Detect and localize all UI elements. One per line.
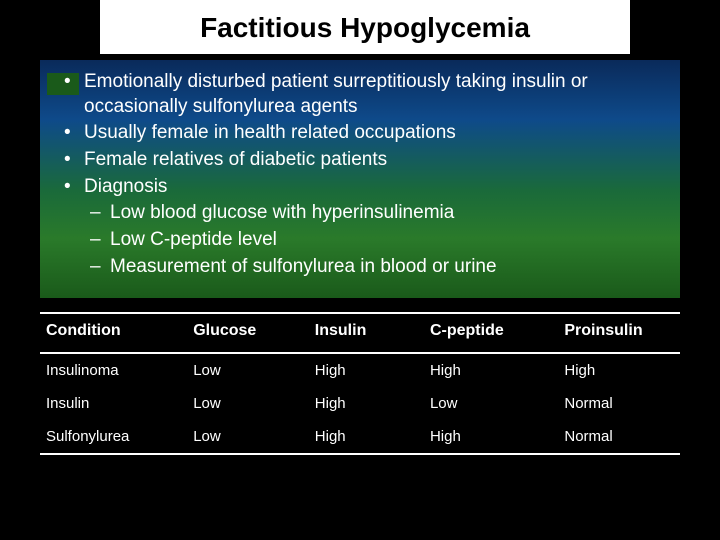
table-cell: High xyxy=(424,353,558,387)
bullet-text: Female relatives of diabetic patients xyxy=(84,149,387,170)
bullet-text: Diagnosis xyxy=(84,176,167,197)
list-item: Female relatives of diabetic patients xyxy=(58,148,662,173)
table-cell: Insulin xyxy=(40,387,187,420)
bullet-text: Emotionally disturbed patient surreptiti… xyxy=(84,71,588,117)
table-cell: Insulinoma xyxy=(40,353,187,387)
table-header: Condition xyxy=(40,313,187,353)
list-item: Emotionally disturbed patient surreptiti… xyxy=(58,70,662,119)
table-header: Proinsulin xyxy=(558,313,680,353)
sub-text: Low C-peptide level xyxy=(110,229,277,250)
table-header: C-peptide xyxy=(424,313,558,353)
table-row: Sulfonylurea Low High High Normal xyxy=(40,420,680,454)
bullet-list: Emotionally disturbed patient surreptiti… xyxy=(58,70,662,280)
table-header: Glucose xyxy=(187,313,309,353)
table-cell: High xyxy=(309,353,424,387)
table-row: Insulin Low High Low Normal xyxy=(40,387,680,420)
table-header: Insulin xyxy=(309,313,424,353)
list-item: Usually female in health related occupat… xyxy=(58,121,662,146)
comparison-table: Condition Glucose Insulin C-peptide Proi… xyxy=(40,312,680,455)
table-cell: Low xyxy=(424,387,558,420)
list-item: Low blood glucose with hyperinsulinemia xyxy=(84,201,662,226)
bullet-text: Usually female in health related occupat… xyxy=(84,122,456,143)
table-header-row: Condition Glucose Insulin C-peptide Proi… xyxy=(40,313,680,353)
sub-text: Measurement of sulfonylurea in blood or … xyxy=(110,256,497,277)
list-item: Low C-peptide level xyxy=(84,228,662,253)
list-item: Measurement of sulfonylurea in blood or … xyxy=(84,255,662,280)
slide: Factitious Hypoglycemia Emotionally dist… xyxy=(0,0,720,540)
sub-text: Low blood glucose with hyperinsulinemia xyxy=(110,202,454,223)
table-cell: High xyxy=(424,420,558,454)
slide-title: Factitious Hypoglycemia xyxy=(100,0,630,54)
table-cell: Normal xyxy=(558,387,680,420)
table-row: Insulinoma Low High High High xyxy=(40,353,680,387)
sub-list: Low blood glucose with hyperinsulinemia … xyxy=(84,201,662,279)
table-cell: High xyxy=(309,420,424,454)
content-area: Emotionally disturbed patient surreptiti… xyxy=(40,60,680,298)
table-cell: Sulfonylurea xyxy=(40,420,187,454)
table-wrap: Condition Glucose Insulin C-peptide Proi… xyxy=(40,312,680,455)
table-cell: High xyxy=(558,353,680,387)
table-cell: Low xyxy=(187,420,309,454)
table-cell: Normal xyxy=(558,420,680,454)
list-item: Diagnosis Low blood glucose with hyperin… xyxy=(58,175,662,280)
table-cell: High xyxy=(309,387,424,420)
table-cell: Low xyxy=(187,387,309,420)
table-cell: Low xyxy=(187,353,309,387)
